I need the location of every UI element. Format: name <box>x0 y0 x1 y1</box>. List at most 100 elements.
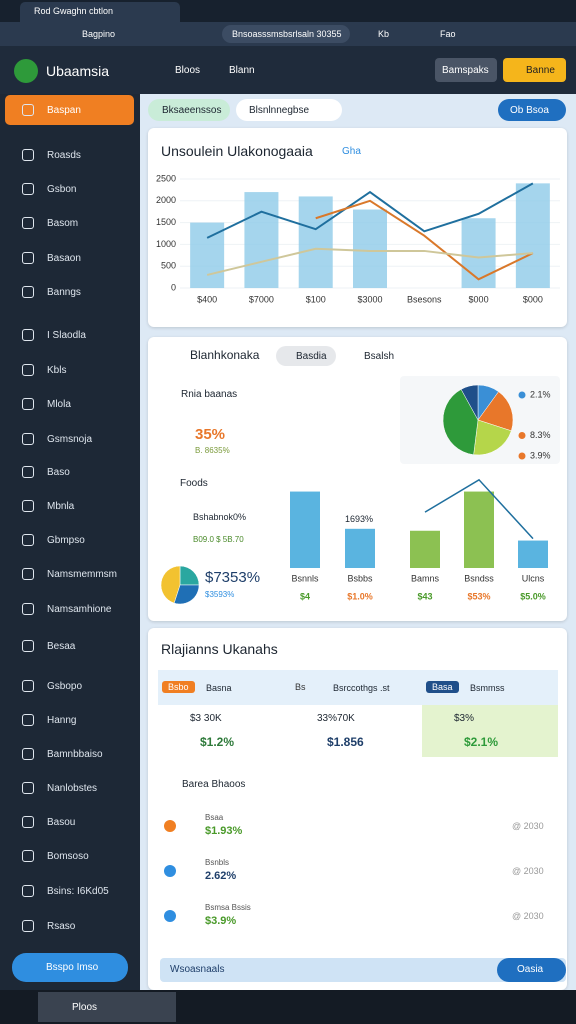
button-label: Banne <box>526 65 555 76</box>
primary-button[interactable] <box>503 58 566 82</box>
footer-label: Wsoasnaals <box>170 964 225 975</box>
sidebar-icon <box>22 680 34 692</box>
sidebar-item[interactable]: Gbmpso <box>47 535 85 546</box>
sidebar-item[interactable]: Hanng <box>47 715 77 726</box>
sidebar-item[interactable]: Namsmemmsm <box>47 569 117 580</box>
secondary-button[interactable] <box>435 58 497 82</box>
item-label: Rnia baanas <box>181 389 238 400</box>
table-header <box>158 670 558 705</box>
sidebar-item[interactable]: Nanlobstes <box>47 783 98 794</box>
list-title: Barea Bhaoos <box>182 779 246 790</box>
sidebar-item[interactable]: Kbls <box>47 365 67 376</box>
footer-button-label: Oasia <box>517 964 544 975</box>
stat: 35% <box>195 426 226 443</box>
badge: Gha <box>342 146 361 157</box>
chip[interactable] <box>276 346 336 366</box>
app-name: Ubaamsia <box>46 63 110 79</box>
sidebar-item[interactable]: Besaa <box>47 641 76 652</box>
sidebar-item[interactable]: Baspan <box>47 105 81 116</box>
sidebar-icon <box>22 782 34 794</box>
row-value: $3.9% <box>205 915 237 927</box>
row-value: 2.62% <box>205 870 237 882</box>
sidebar-icon <box>22 534 34 546</box>
filter-chip[interactable] <box>148 99 230 121</box>
sidebar-item[interactable]: Roasds <box>47 150 81 161</box>
sidebar-item[interactable]: Mbnla <box>47 501 75 512</box>
column-name: Basna <box>206 683 232 693</box>
column-name: Bsrccothgs .st <box>333 683 390 693</box>
sidebar-icon <box>22 286 34 298</box>
sidebar-button[interactable] <box>12 953 128 982</box>
sidebar-item[interactable]: Basou <box>47 817 76 828</box>
tab[interactable] <box>20 2 180 22</box>
row-right: @ 2030 <box>512 866 544 876</box>
button-label: Bamspaks <box>442 65 489 76</box>
sidebar-item[interactable]: Banngs <box>47 287 81 298</box>
card-title: Blanhkonaka <box>190 348 260 362</box>
sidebar-icon <box>22 748 34 760</box>
sidebar-icon <box>22 850 34 862</box>
filter-label: Bksaeenssos <box>162 105 222 116</box>
chip-label: Basdia <box>296 351 327 362</box>
row-value: $1.93% <box>205 825 243 837</box>
sidebar-icon <box>22 640 34 652</box>
cell-bottom: $1.856 <box>327 735 364 749</box>
sidebar-item[interactable]: Gsmsnoja <box>47 434 93 445</box>
sidebar-item[interactable]: Basaon <box>47 253 81 264</box>
column-tag[interactable]: Bsbo <box>162 681 195 693</box>
pie-value: $7353% <box>205 569 261 586</box>
extension[interactable]: Kb <box>378 29 390 39</box>
cell-bottom: $2.1% <box>464 735 499 749</box>
sidebar-icon <box>22 433 34 445</box>
sidebar-icon <box>22 466 34 478</box>
row-label: Bsaa <box>205 813 224 822</box>
sidebar-item[interactable]: Mlola <box>47 399 71 410</box>
nav-link[interactable]: Blann <box>229 65 255 76</box>
sidebar-icon <box>22 252 34 264</box>
tab[interactable]: Bsalsh <box>364 351 395 362</box>
sidebar-item[interactable]: Namsamhione <box>47 604 112 615</box>
sidebar-item[interactable]: I Slaodla <box>47 330 86 341</box>
sidebar-item[interactable]: Rsaso <box>47 921 76 932</box>
column-tag[interactable]: Bs <box>289 681 312 693</box>
sidebar-item[interactable]: Bsins: I6Kd05 <box>47 886 109 897</box>
sidebar-icon <box>22 398 34 410</box>
extension[interactable]: Fao <box>440 29 456 39</box>
profile[interactable]: Bagpino <box>82 29 116 39</box>
sidebar-item[interactable]: Gsbon <box>47 184 77 195</box>
address-bar[interactable] <box>222 25 350 43</box>
taskbar-app-label: Ploos <box>72 1002 98 1013</box>
search[interactable] <box>236 99 342 121</box>
sidebar-item[interactable]: Baso <box>47 467 70 478</box>
row-icon <box>164 865 176 877</box>
cell-top: $3 30K <box>190 713 222 724</box>
pie-panel <box>400 376 560 464</box>
bar-note: 1693% <box>345 514 374 524</box>
sidebar-icon <box>22 364 34 376</box>
sidebar-active[interactable] <box>5 95 134 125</box>
sidebar-icon <box>22 183 34 195</box>
action-button[interactable] <box>498 99 566 121</box>
sidebar-item[interactable]: Basom <box>47 218 79 229</box>
taskbar-app[interactable] <box>38 992 176 1022</box>
stat-sub: B. 8635% <box>195 446 230 455</box>
cell-bottom: $1.2% <box>200 735 235 749</box>
row-label: Bsmsa Bssis <box>205 903 251 912</box>
sidebar-item[interactable]: Gsbopo <box>47 681 83 692</box>
search-label: Blsnlnnegbse <box>249 105 310 116</box>
pie-sub: $3593% <box>205 590 235 599</box>
column-name: Bsmmss <box>470 683 505 693</box>
sidebar-icon <box>22 816 34 828</box>
row-right: @ 2030 <box>512 911 544 921</box>
sidebar-icon <box>22 104 34 116</box>
sidebar-icon <box>22 603 34 615</box>
card-title: Unsoulein Ulakonogaaia <box>161 143 313 159</box>
row-icon <box>164 910 176 922</box>
nav-link[interactable]: Bloos <box>175 65 201 76</box>
sidebar-icon <box>22 714 34 726</box>
sidebar-icon <box>22 920 34 932</box>
sidebar-item[interactable]: Bamnbbaiso <box>47 749 103 760</box>
column-tag[interactable]: Basa <box>426 681 459 693</box>
sidebar-item[interactable]: Bomsoso <box>47 851 89 862</box>
footer-button[interactable] <box>497 958 566 982</box>
